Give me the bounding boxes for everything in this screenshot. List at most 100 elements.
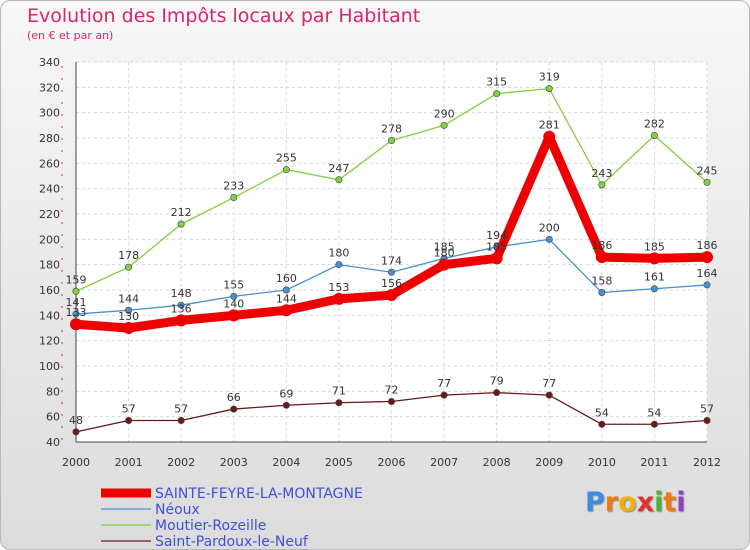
x-tick-label: 2008 [483, 456, 511, 469]
x-tick-label: 2006 [378, 456, 406, 469]
data-point [177, 416, 185, 424]
data-point [72, 310, 80, 318]
data-point [177, 301, 185, 309]
data-label: 72 [385, 383, 399, 396]
y-tick-label: 240 [39, 183, 60, 196]
data-label: 185 [644, 240, 665, 253]
data-point [125, 263, 133, 271]
data-label: 153 [328, 281, 349, 294]
legend-label: Moutier-Rozeille [155, 518, 266, 534]
x-tick-label: 2005 [325, 456, 353, 469]
data-label: 54 [647, 406, 661, 419]
data-label: 71 [332, 385, 346, 398]
data-point [230, 292, 238, 300]
data-point [703, 178, 711, 186]
data-point [490, 252, 503, 265]
data-point [703, 416, 711, 424]
data-label: 174 [381, 254, 402, 267]
data-point [440, 121, 448, 129]
y-tick-label: 280 [39, 132, 60, 145]
data-point [648, 252, 661, 265]
data-point [701, 251, 713, 264]
data-point [70, 318, 82, 331]
data-label: 159 [66, 273, 87, 286]
x-tick-label: 2010 [588, 456, 616, 469]
y-tick-label: 300 [39, 107, 60, 120]
logo-letter: P [585, 487, 605, 518]
x-tick-label: 2012 [693, 456, 721, 469]
data-label: 66 [227, 391, 241, 404]
data-point [545, 85, 553, 93]
y-tick-label: 160 [39, 284, 60, 297]
x-tick-label: 2011 [640, 456, 668, 469]
data-label: 69 [279, 387, 293, 400]
data-point [125, 416, 133, 424]
data-point [177, 220, 185, 228]
data-label: 130 [118, 310, 139, 323]
data-point [72, 428, 80, 436]
y-tick-label: 40 [46, 436, 60, 449]
data-point [387, 397, 395, 405]
x-tick-label: 2009 [535, 456, 563, 469]
data-label: 136 [171, 302, 192, 315]
y-tick-label: 100 [39, 360, 60, 373]
data-label: 180 [328, 247, 349, 260]
data-label: 57 [122, 402, 136, 415]
chart-title: Evolution des Impôts locaux par Habitant [27, 5, 421, 27]
y-tick-label: 340 [39, 56, 60, 69]
data-label: 48 [69, 414, 83, 427]
x-tick-label: 2007 [430, 456, 458, 469]
x-tick-label: 2004 [272, 456, 300, 469]
data-label: 281 [539, 119, 560, 132]
legend-label: SAINTE-FEYRE-LA-MONTAGNE [155, 486, 363, 502]
data-point [280, 304, 293, 317]
data-point [438, 258, 451, 271]
data-point [387, 268, 395, 276]
data-label: 194 [486, 229, 507, 242]
data-point [332, 292, 345, 305]
logo-letter: t [663, 487, 677, 518]
data-point [598, 289, 606, 297]
data-label: 155 [223, 278, 244, 291]
data-label: 140 [223, 297, 244, 310]
y-tick-label: 140 [39, 309, 60, 322]
data-point [440, 391, 448, 399]
data-point [493, 90, 501, 98]
data-point [493, 389, 501, 397]
data-label: 233 [223, 180, 244, 193]
data-label: 148 [171, 287, 192, 300]
legend-label: Néoux [155, 502, 200, 518]
data-label: 164 [697, 267, 718, 280]
data-label: 158 [591, 275, 612, 288]
proxiti-logo: Proxiti [585, 487, 686, 518]
data-point [595, 251, 608, 264]
data-point [385, 289, 398, 302]
data-label: 186 [591, 239, 612, 252]
y-tick-label: 320 [39, 81, 60, 94]
data-point [227, 309, 240, 322]
data-point [703, 281, 711, 289]
data-point [598, 420, 606, 428]
y-tick-label: 260 [39, 157, 60, 170]
data-label: 57 [700, 402, 714, 415]
data-point [175, 314, 188, 327]
data-label: 247 [328, 162, 349, 175]
data-point [650, 285, 658, 293]
data-label: 200 [539, 221, 560, 234]
data-label: 54 [595, 406, 609, 419]
data-label: 160 [276, 272, 297, 285]
data-label: 77 [542, 377, 556, 390]
data-point [545, 391, 553, 399]
data-point [72, 287, 80, 295]
x-tick-label: 2002 [167, 456, 195, 469]
legend-label: Saint-Pardoux-le-Neuf [155, 534, 309, 550]
data-label: 186 [697, 239, 718, 252]
data-point [335, 261, 343, 269]
chart-subtitle: (en € et par an) [27, 29, 114, 42]
data-label: 144 [118, 292, 139, 305]
data-label: 315 [486, 76, 507, 89]
y-tick-label: 180 [39, 259, 60, 272]
data-point [335, 176, 343, 184]
data-label: 144 [276, 292, 297, 305]
